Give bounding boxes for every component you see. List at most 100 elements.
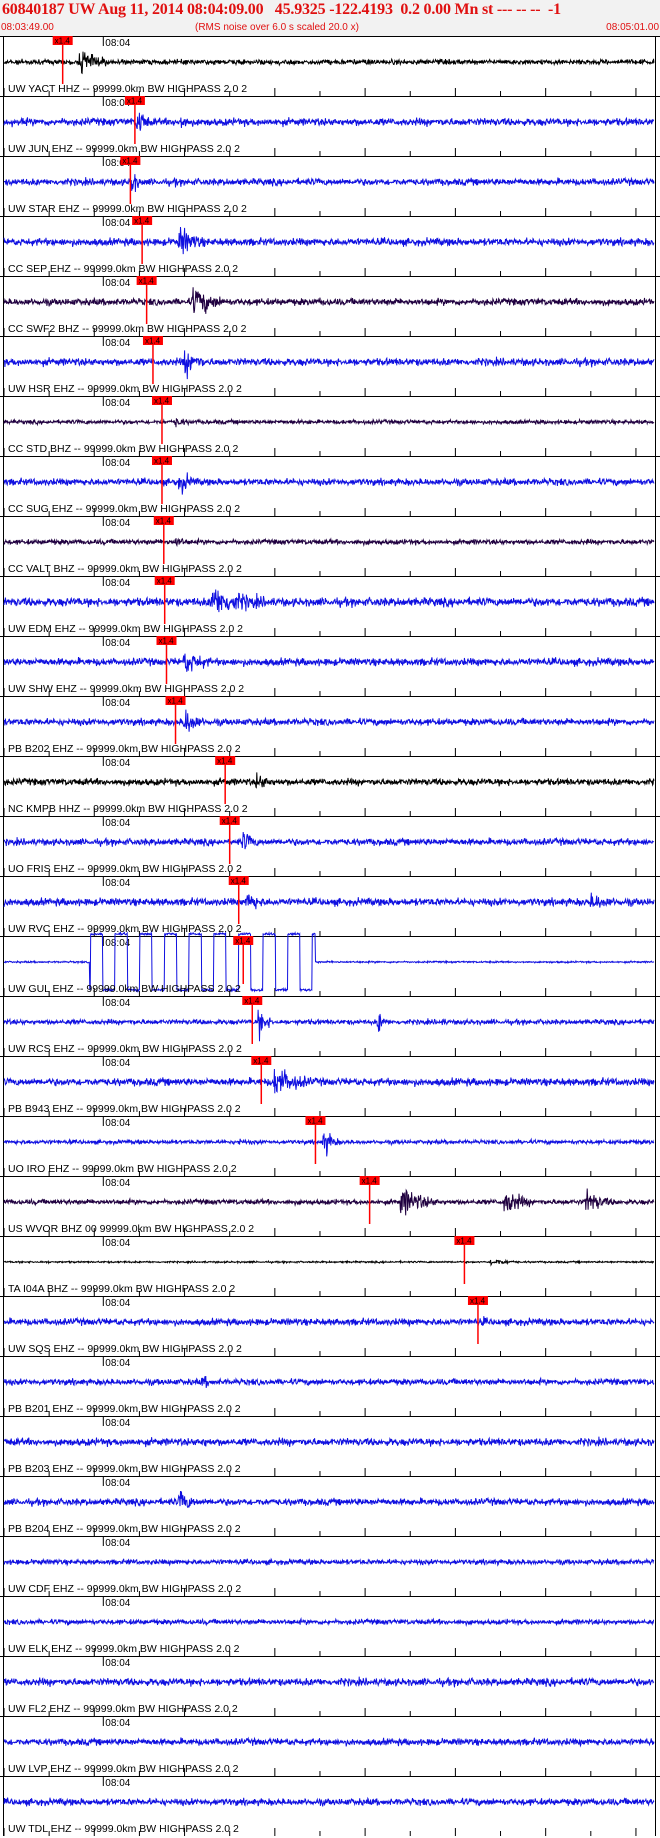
pick-box: [228, 876, 249, 885]
channel-label: CC VALT BHZ -- 99999.0km BW HIGHPASS 2.0…: [8, 563, 242, 575]
waveform: [3, 537, 655, 548]
minute-label: 08:04: [105, 758, 130, 769]
minute-label: 08:04: [105, 1418, 130, 1429]
waveform: [3, 417, 655, 428]
pick-label: x1.4: [156, 517, 172, 526]
channel-label: UW SHW EHZ -- 99999.0km BW HIGHPASS 2.0 …: [8, 683, 244, 695]
end-time: 08:05:01.00: [606, 22, 659, 33]
pick-box: [136, 276, 157, 285]
pick-box: [467, 1296, 488, 1305]
trace-10: 08:04 x1.4 UW SHW EHZ -- 99999.0km BW HIGH…: [0, 636, 660, 696]
trace-8: 08:04 x1.4 CC VALT BHZ -- 99999.0km BW HIG…: [0, 516, 660, 576]
waveform: [3, 709, 655, 732]
channel-label: CC SWF2 BHZ -- 99999.0km BW HIGHPASS 2.0…: [8, 323, 247, 335]
minute-label: 08:04: [105, 338, 130, 349]
pick-label: x1.4: [139, 277, 155, 286]
trace-21: 08:04 x1.4 UW SQS EHZ -- 99999.0km BW HIGH…: [0, 1296, 660, 1356]
channel-label: CC SUG EHZ -- 99999.0km BW HIGHPASS 2.0 …: [8, 503, 240, 515]
minute-label: 08:04: [105, 698, 130, 709]
channel-label: UW LVP EHZ -- 99999.0km BW HIGHPASS 2.0 …: [8, 1763, 239, 1775]
waveform: [3, 350, 655, 380]
pick-label: x1.4: [134, 217, 150, 226]
pick-label: x1.4: [362, 1177, 378, 1186]
trace-19: 08:04 x1.4 US WVOR BHZ 00 99999.0km BW HIG…: [0, 1176, 660, 1236]
pick-label: x1.4: [235, 937, 251, 946]
pick-label: x1.4: [222, 817, 238, 826]
waveform: [3, 1188, 655, 1216]
trace-15: 08:04 x1.4 UW GUL EHZ -- 99999.0km BW HIGH…: [0, 930, 660, 996]
waveform: [3, 930, 655, 993]
pick-box: [142, 336, 163, 345]
trace-7: 08:04 x1.4 CC SUG EHZ -- 99999.0km BW HIGH…: [0, 456, 660, 516]
minute-label: 08:04: [105, 1118, 130, 1129]
channel-label: PB B202 EHZ -- 99999.0km BW HIGHPASS 2.0…: [8, 743, 241, 755]
minute-label: 08:04: [105, 98, 130, 109]
trace-26: 08:04 UW ELK EHZ -- 99999.0km BW HIGHPASS…: [0, 1596, 660, 1656]
channel-label: NC KMPB HHZ -- 99999.0km BW HIGHPASS 2.0…: [8, 803, 248, 815]
channel-label: UW HSR EHZ -- 99999.0km BW HIGHPASS 2.0 …: [8, 383, 242, 395]
trace-25: 08:04 UW CDF EHZ -- 99999.0km BW HIGHPASS…: [0, 1536, 660, 1596]
trace-29: 08:04 UW TDL EHZ -- 99999.0km BW HIGHPASS…: [0, 1776, 660, 1836]
pick-box: [132, 216, 153, 225]
pick-box: [120, 156, 141, 165]
pick-label: x1.4: [122, 157, 138, 166]
channel-label: UW EDM EHZ -- 99999.0km BW HIGHPASS 2.0 …: [8, 623, 243, 635]
channel-label: UW STAR EHZ -- 99999.0km BW HIGHPASS 2.0…: [8, 203, 247, 215]
waveform: [3, 287, 655, 314]
channel-label: CC SEP EHZ -- 99999.0km BW HIGHPASS 2.0 …: [8, 263, 238, 275]
waveform: [3, 1736, 655, 1748]
waveform: [3, 1133, 655, 1157]
waveform: [4, 174, 655, 193]
channel-label: UW JUN EHZ -- 99999.0km BW HIGHPASS 2.0 …: [8, 143, 240, 155]
pick-box: [359, 1176, 380, 1185]
trace-28: 08:04 UW LVP EHZ -- 99999.0km BW HIGHPASS…: [0, 1716, 660, 1776]
pick-box: [233, 936, 254, 945]
pick-box: [454, 1236, 475, 1245]
minute-label: 08:04: [105, 1058, 130, 1069]
minute-label: 08:04: [105, 278, 130, 289]
pick-label: x1.4: [127, 97, 143, 106]
trace-12: 08:04 x1.4 NC KMPB HHZ -- 99999.0km BW HIG…: [0, 756, 660, 816]
pick-box: [151, 396, 172, 405]
minute-label: 08:04: [105, 158, 130, 169]
scale-note: (RMS noise over 6.0 s scaled 20.0 x): [195, 22, 359, 33]
minute-label: 08:04: [105, 1538, 130, 1549]
trace-22: 08:04 PB B201 EHZ -- 99999.0km BW HIGHPAS…: [0, 1356, 660, 1416]
trace-9: 08:04 x1.4 UW EDM EHZ -- 99999.0km BW HIGH…: [0, 576, 660, 636]
minute-label: 08:04: [105, 1598, 130, 1609]
channel-label: UW FL2 EHZ -- 99999.0km BW HIGHPASS 2.0 …: [8, 1703, 238, 1715]
trace-13: 08:04 x1.4 UO FRIS EHZ -- 99999.0km BW HIG…: [0, 816, 660, 876]
pick-box: [151, 456, 172, 465]
minute-label: 08:04: [105, 1238, 130, 1249]
pick-box: [305, 1116, 326, 1125]
trace-17: 08:04 x1.4 PB B943 EHZ -- 99999.0km BW HIG…: [0, 1056, 660, 1116]
pick-box: [124, 96, 145, 105]
pick-label: x1.4: [154, 397, 170, 406]
waveform: [3, 1796, 655, 1808]
minute-label: 08:04: [105, 518, 130, 529]
channel-label: PB B204 EHZ -- 99999.0km BW HIGHPASS 2.0…: [8, 1523, 241, 1535]
pick-label: x1.4: [159, 637, 175, 646]
trace-23: 08:04 PB B203 EHZ -- 99999.0km BW HIGHPAS…: [0, 1416, 660, 1476]
pick-label: x1.4: [456, 1237, 472, 1246]
pick-label: x1.4: [470, 1297, 486, 1306]
start-time: 08:03:49.00: [1, 22, 54, 33]
waveform: [3, 589, 655, 613]
waveform: [3, 1009, 655, 1042]
waveform: [3, 472, 655, 495]
minute-label: 08:04: [105, 638, 130, 649]
minute-label: 08:04: [105, 998, 130, 1009]
minute-label: 08:04: [105, 1778, 130, 1789]
pick-label: x1.4: [231, 877, 247, 886]
pick-label: x1.4: [307, 1117, 323, 1126]
waveform: [3, 226, 655, 255]
pick-label: x1.4: [253, 1057, 269, 1066]
pick-box: [156, 636, 177, 645]
minute-label: 08:04: [105, 878, 130, 889]
pick-label: x1.4: [154, 457, 170, 466]
trace-20: 08:04 x1.4 TA I04A BHZ -- 99999.0km BW HIG…: [0, 1236, 660, 1296]
waveform: [3, 772, 655, 789]
channel-label: CC STD BHZ -- 99999.0km BW HIGHPASS 2.0 …: [8, 443, 238, 455]
pick-label: x1.4: [55, 37, 71, 46]
channel-label: UO IRO EHZ -- 99999.0km BW HIGHPASS 2.0 …: [8, 1163, 237, 1175]
